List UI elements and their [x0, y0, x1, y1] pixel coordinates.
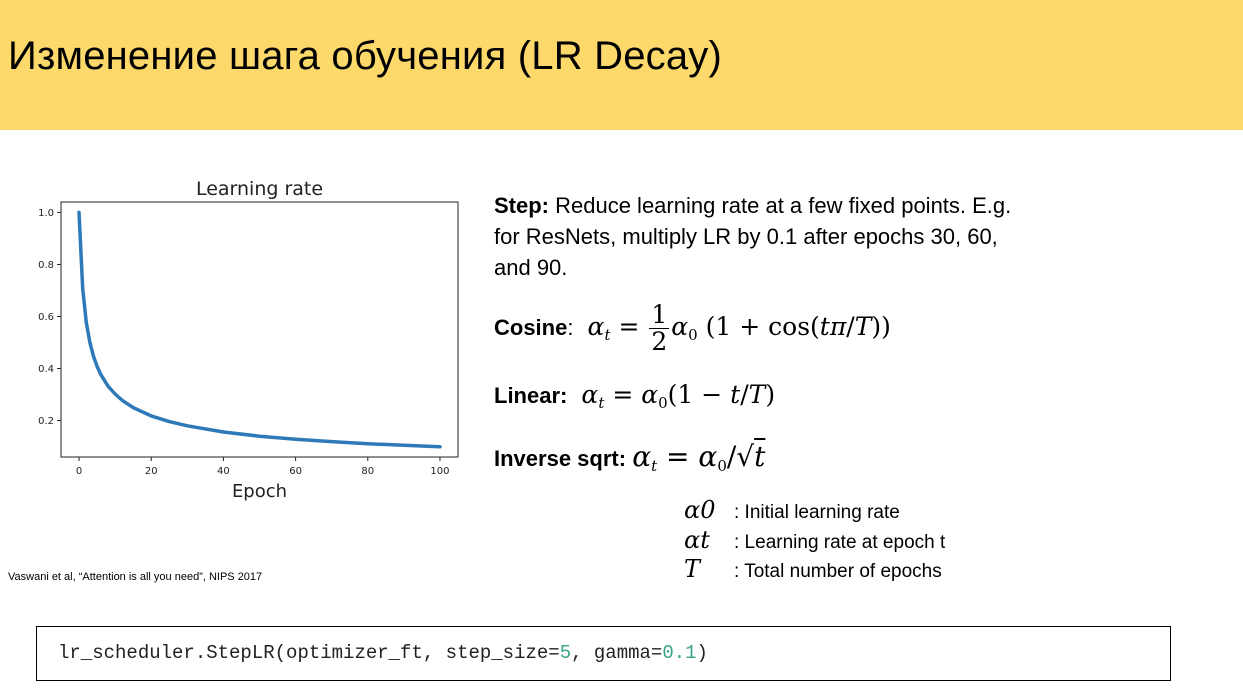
legend-alphat-symbol: αt	[684, 526, 710, 554]
x-tick-label: 20	[145, 466, 158, 477]
step-description: Step: Reduce learning rate at a few fixe…	[494, 190, 1014, 283]
legend-alphat-text: : Learning rate at epoch t	[734, 532, 946, 553]
x-tick-label: 100	[430, 466, 449, 477]
legend-T-symbol: T	[684, 555, 701, 583]
cosine-row: Cosine: αt = 1 2 α0 (1 + cos(tπ/T))	[494, 302, 891, 355]
plot-frame	[60, 201, 459, 458]
x-tick-label: 0	[76, 466, 82, 477]
legend-alpha0: α0 : Initial learning rate	[684, 496, 900, 524]
chart-title: Learning rate	[196, 178, 323, 200]
legend-T-text: : Total number of epochs	[734, 561, 942, 582]
linear-formula: αt = α0(1 − t/T)	[573, 380, 776, 412]
legend-T: T : Total number of epochs	[684, 555, 942, 583]
code-box: lr_scheduler.StepLR(optimizer_ft, step_s…	[36, 626, 1171, 681]
linear-label: Linear:	[494, 383, 568, 408]
code-gamma: 0.1	[662, 642, 697, 664]
x-tick-label: 60	[289, 466, 302, 477]
step-text: Reduce learning rate at a few fixed poin…	[494, 193, 1012, 280]
code-prefix: lr_scheduler.StepLR(optimizer_ft, step_s…	[58, 642, 560, 664]
x-axis-label: Epoch	[232, 481, 287, 502]
slide-header: Изменение шага обучения (LR Decay)	[0, 0, 1243, 130]
y-tick-label: 0.6	[38, 312, 54, 323]
code-suffix: )	[696, 642, 708, 664]
step-label: Step:	[494, 193, 549, 218]
cosine-label: Cosine	[494, 315, 568, 340]
inverse-sqrt-row: Inverse sqrt: αt = α0/√t	[494, 440, 765, 475]
code-line: lr_scheduler.StepLR(optimizer_ft, step_s…	[58, 642, 708, 664]
inverse-sqrt-formula: αt = α0/√t	[632, 440, 766, 475]
cosine-sep: :	[567, 315, 574, 340]
legend-alpha0-text: : Initial learning rate	[734, 502, 900, 523]
code-middle: , gamma=	[571, 642, 663, 664]
y-tick-label: 0.4	[38, 364, 54, 375]
linear-row: Linear: αt = α0(1 − t/T)	[494, 380, 775, 412]
learning-rate-chart: Learning rate 0 20 40 60 80 100 0.2 0.4 0.6 0.8 1.0…	[38, 178, 459, 502]
cosine-formula: αt = 1 2 α0 (1 + cos(tπ/T))	[579, 300, 891, 356]
citation: Vaswani et al, “Attention is all you nee…	[8, 571, 263, 583]
slide-title: Изменение шага обучения (LR Decay)	[8, 34, 723, 78]
legend-alpha0-symbol: α0	[684, 496, 716, 524]
legend-alphat: αt : Learning rate at epoch t	[684, 526, 945, 554]
code-step-size: 5	[559, 642, 572, 664]
inverse-sqrt-label: Inverse sqrt:	[494, 446, 627, 471]
y-tick-label: 1.0	[38, 208, 54, 219]
y-tick-label: 0.2	[38, 416, 54, 427]
y-tick-label: 0.8	[38, 260, 54, 271]
x-tick-label: 80	[361, 466, 374, 477]
series-line	[77, 210, 442, 449]
x-tick-label: 40	[217, 466, 230, 477]
